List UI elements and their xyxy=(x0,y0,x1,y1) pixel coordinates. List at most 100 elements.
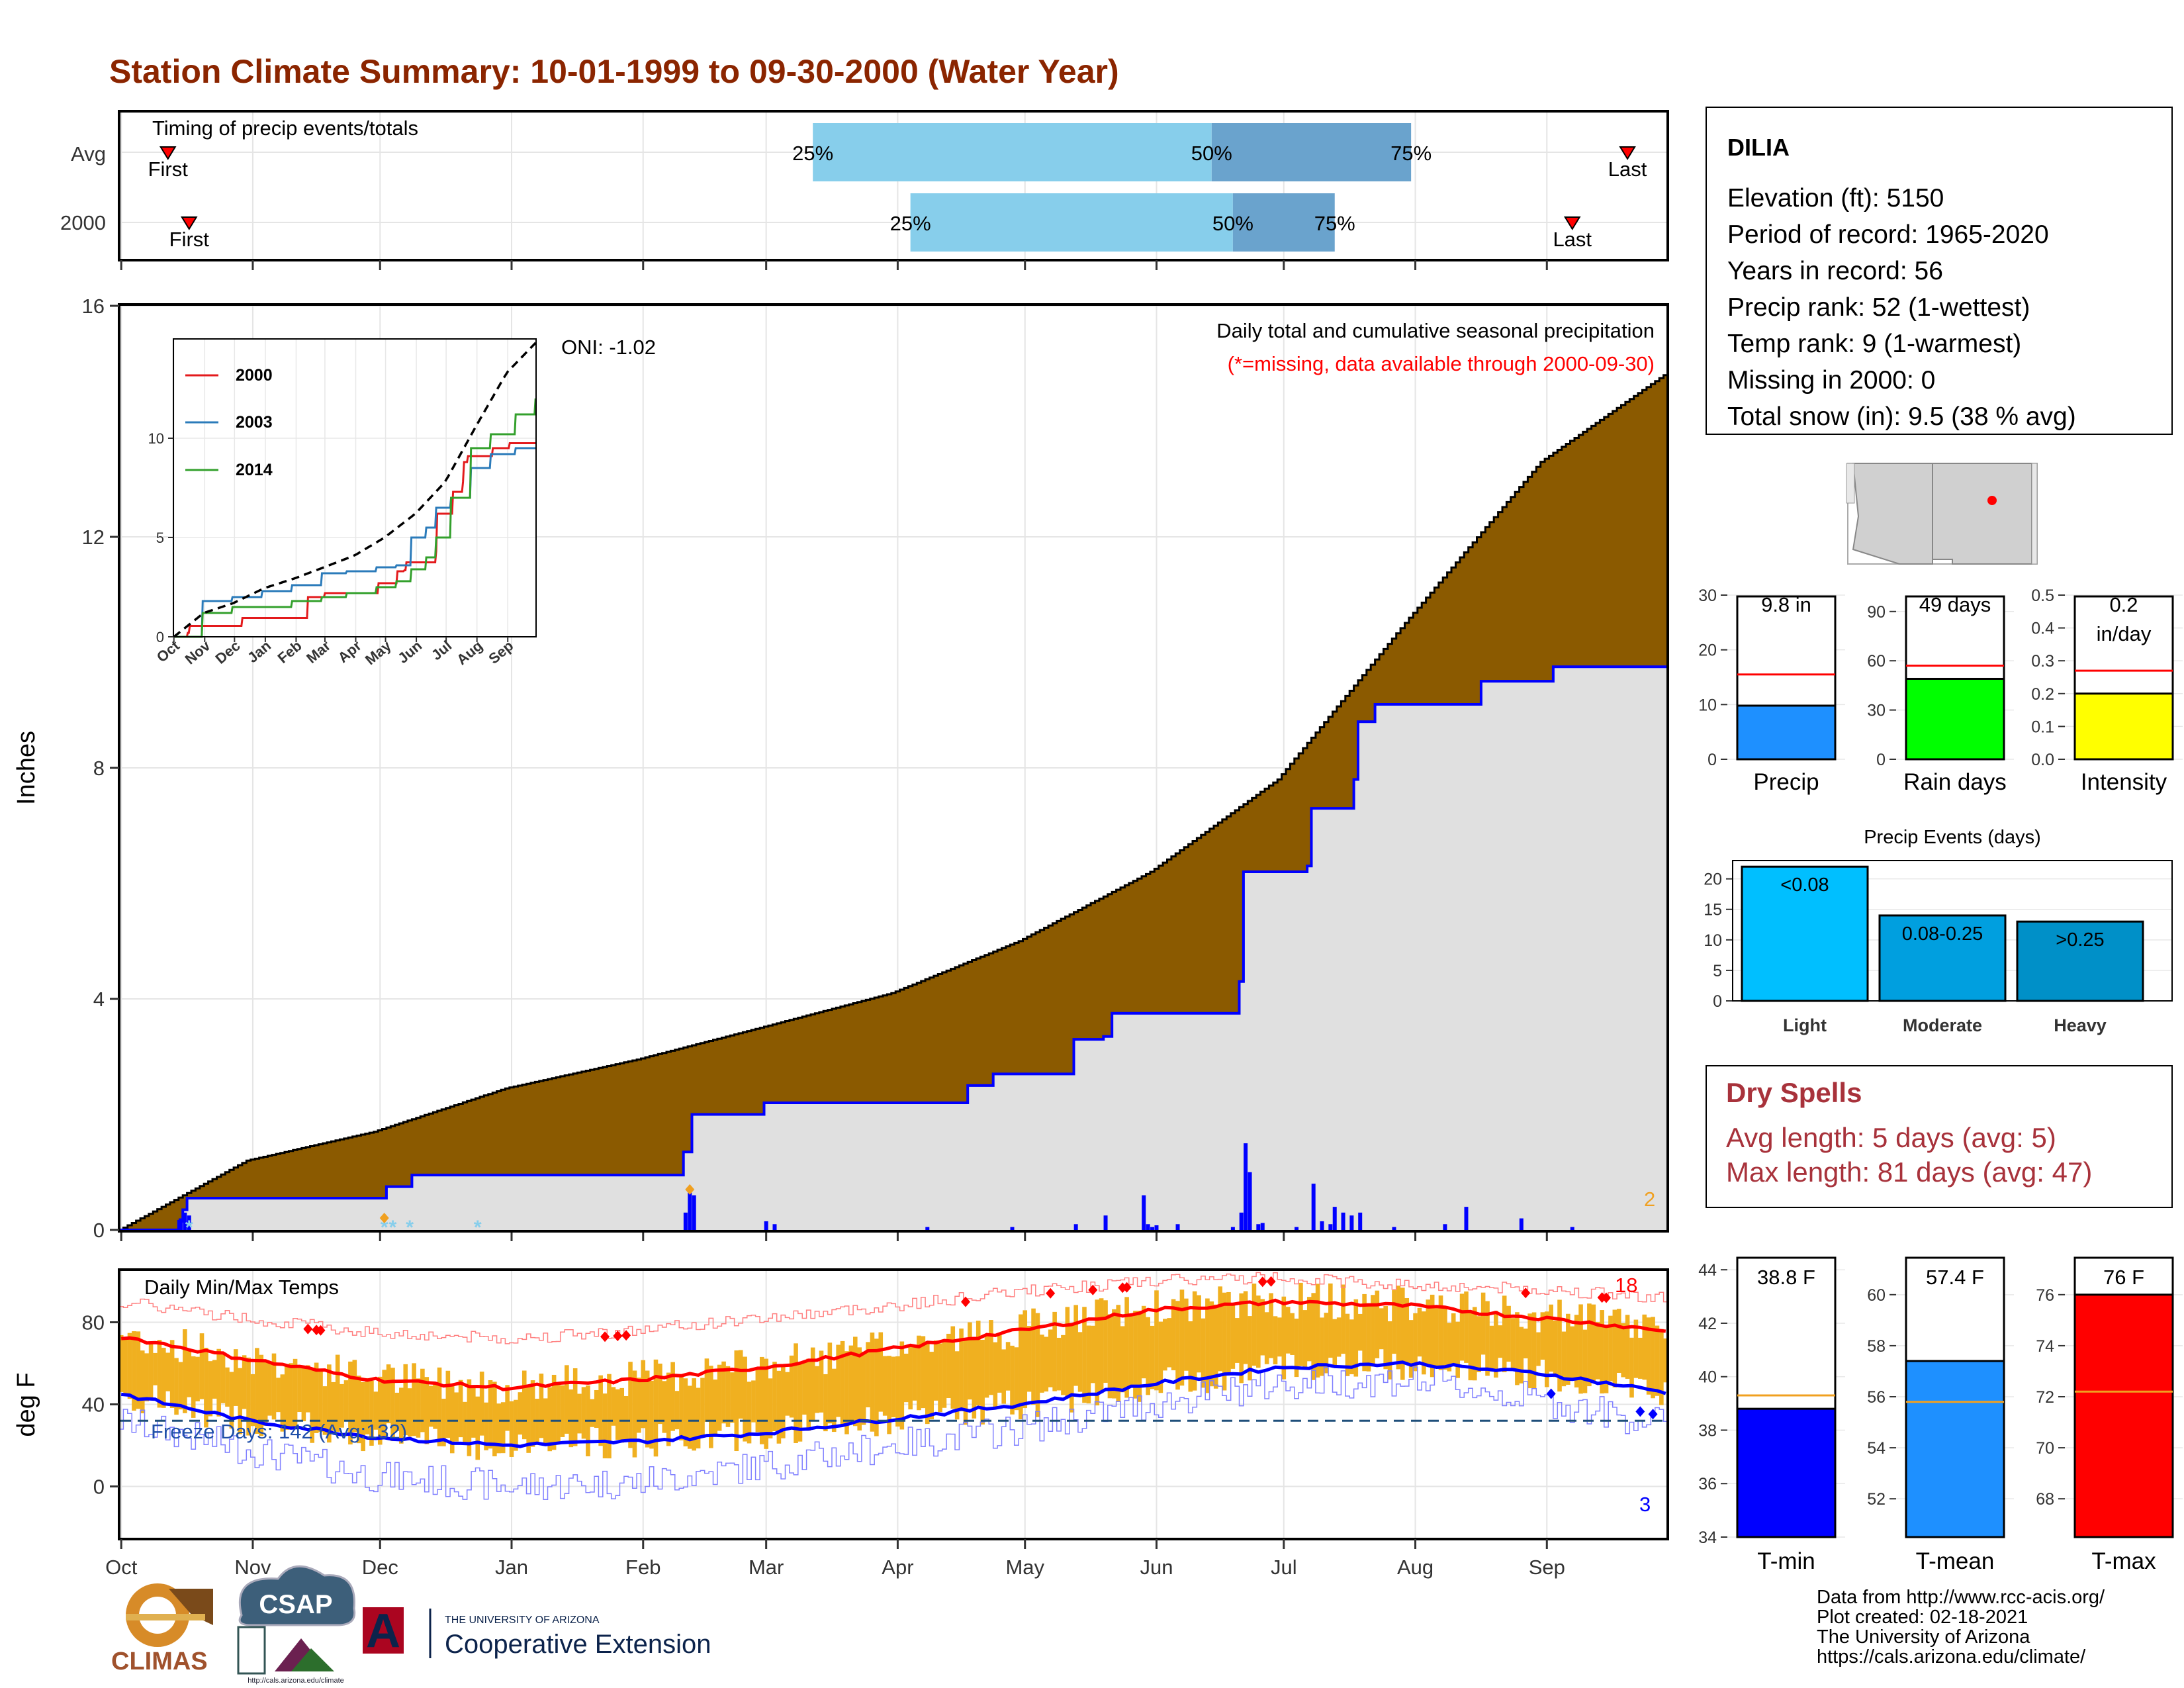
daily-temp-range-bar xyxy=(475,1396,480,1460)
daily-temp-range-bar xyxy=(1158,1321,1163,1393)
daily-temp-range-bar xyxy=(547,1387,553,1452)
daily-precip-bar xyxy=(692,1195,696,1230)
daily-temp-range-bar xyxy=(751,1380,756,1423)
inset-line-avg xyxy=(173,342,537,638)
main-y-tick-label: 0 xyxy=(93,1219,105,1242)
daily-temp-range-bar xyxy=(1294,1319,1299,1378)
record-event-marker xyxy=(379,1213,389,1223)
precip-summary-bars: 0 10 20 30 9.8 in Precip 0 30 60 90 49 days Rain da… xyxy=(1698,586,2183,795)
summary-bar-value xyxy=(1736,704,1837,761)
daily-temp-range-bar xyxy=(802,1362,807,1415)
daily-temp-range-bar xyxy=(259,1354,264,1436)
daily-temp-range-bar xyxy=(1328,1283,1333,1358)
station-line-missing: Missing in 2000: 0 xyxy=(1727,366,1935,395)
daily-temp-range-bar xyxy=(1099,1298,1104,1393)
daily-temp-range-bar xyxy=(1112,1309,1116,1399)
events-bar-label: 0.08-0.25 xyxy=(1902,923,1983,945)
station-line-temp-rank: Temp rank: 9 (1-warmest) xyxy=(1727,330,2021,358)
daily-temp-range-bar xyxy=(908,1345,913,1410)
daily-temp-range-bar xyxy=(458,1380,463,1438)
daily-temp-range-bar xyxy=(1544,1311,1549,1387)
summary-chart-intensity: 0.0 0.1 0.2 0.3 0.4 0.5 0.2 in/day Intensity xyxy=(2031,586,2183,795)
daily-temp-range-bar xyxy=(810,1347,815,1421)
csap-url: http://cals.arizona.edu/climate xyxy=(248,1677,344,1685)
daily-temp-range-bar xyxy=(1379,1308,1384,1350)
daily-temp-range-bar xyxy=(305,1365,310,1413)
temperature-summary-bars: 34 36 38 40 42 44 38.8 F T-min 52 54 56 58 60 57.4 F T… xyxy=(1698,1256,2183,1574)
daily-temp-range-bar xyxy=(632,1370,637,1458)
daily-temp-range-bar xyxy=(178,1362,183,1410)
daily-temp-range-bar xyxy=(1218,1286,1222,1372)
snow-mark: * xyxy=(474,1217,482,1239)
daily-precip-bar xyxy=(1443,1224,1447,1230)
daily-temp-range-bar xyxy=(1243,1291,1248,1364)
daily-temp-range-bar xyxy=(148,1342,154,1399)
daily-temp-range-bar xyxy=(1128,1315,1134,1386)
station-line-period: Period of record: 1965-2020 xyxy=(1727,220,2049,249)
daily-temp-range-bar xyxy=(1663,1338,1668,1383)
summary-category-label: Intensity xyxy=(2081,769,2167,795)
daily-temp-range-bar xyxy=(1494,1311,1498,1378)
daily-precip-bar xyxy=(683,1212,688,1230)
daily-temp-range-bar xyxy=(1574,1315,1579,1387)
daily-temp-range-bar xyxy=(874,1338,879,1436)
freeze-days-label: Freeze Days: 142 (Avg:132) xyxy=(151,1420,407,1443)
daily-temp-range-bar xyxy=(950,1326,956,1409)
daily-temp-range-bar xyxy=(505,1385,510,1431)
daily-temp-range-bar xyxy=(199,1333,205,1399)
daily-precip-bar xyxy=(1142,1195,1146,1230)
daily-temp-range-bar xyxy=(836,1344,841,1417)
daily-temp-range-bar xyxy=(514,1399,518,1451)
daily-temp-range-bar xyxy=(301,1366,306,1421)
daily-temp-range-bar xyxy=(1120,1326,1125,1393)
daily-precip-bar xyxy=(1519,1218,1524,1230)
daily-temp-range-bar xyxy=(1506,1305,1511,1362)
daily-temp-range-bar xyxy=(1642,1314,1647,1380)
daily-precip-bar xyxy=(1311,1184,1316,1230)
daily-temp-range-bar xyxy=(420,1368,425,1432)
record-high-marker xyxy=(621,1330,631,1341)
inset-y-tick-label: 0 xyxy=(156,629,164,645)
daily-temp-range-bar xyxy=(183,1329,187,1413)
record-high-marker xyxy=(1122,1282,1132,1293)
daily-temp-range-bar xyxy=(623,1395,629,1440)
snow-mark: * xyxy=(406,1217,414,1239)
daily-precip-bar xyxy=(187,1215,191,1230)
daily-temp-range-bar xyxy=(755,1367,760,1432)
daily-precip-bar xyxy=(1392,1227,1396,1230)
daily-temp-range-bar xyxy=(942,1340,947,1408)
daily-temp-range-bar xyxy=(488,1380,493,1449)
daily-temp-range-bar xyxy=(276,1378,281,1413)
summary-y-tick-label: 52 xyxy=(1867,1490,1886,1509)
daily-precip-bar xyxy=(1332,1207,1337,1230)
month-label: Jul xyxy=(1271,1556,1297,1579)
daily-temp-range-bar xyxy=(132,1331,136,1411)
daily-temp-range-bar xyxy=(730,1372,735,1423)
events-y-tick-label: 0 xyxy=(1713,992,1722,1011)
month-label: Apr xyxy=(882,1556,913,1579)
daily-temp-range-bar xyxy=(968,1322,972,1400)
month-label: Sep xyxy=(1529,1556,1565,1579)
daily-temp-range-bar xyxy=(1073,1305,1078,1386)
daily-temp-range-bar xyxy=(882,1356,887,1416)
daily-temp-range-bar xyxy=(551,1374,557,1450)
daily-temp-range-bar xyxy=(1392,1290,1396,1354)
daily-temp-range-bar xyxy=(1001,1349,1006,1404)
daily-precip-bar xyxy=(1358,1212,1363,1230)
record-low-marker xyxy=(1635,1406,1645,1417)
daily-temp-range-bar xyxy=(123,1337,128,1395)
main-y-tick-label: 12 xyxy=(82,526,105,549)
daily-temp-range-bar xyxy=(607,1374,612,1459)
daily-temp-range-bar xyxy=(377,1376,383,1445)
first-event-label: First xyxy=(148,158,189,181)
daily-temp-range-bar xyxy=(174,1358,179,1415)
summary-y-tick-label: 0 xyxy=(1876,751,1886,769)
last-event-marker xyxy=(1619,146,1636,160)
daily-temp-range-bar xyxy=(959,1328,964,1412)
daily-temp-range-bar xyxy=(1498,1325,1503,1358)
daily-temp-range-bar xyxy=(1222,1292,1227,1391)
daily-temp-range-bar xyxy=(280,1374,285,1432)
last-event-label: Last xyxy=(1553,228,1592,251)
inset-legend-label-2014: 2014 xyxy=(236,461,273,479)
